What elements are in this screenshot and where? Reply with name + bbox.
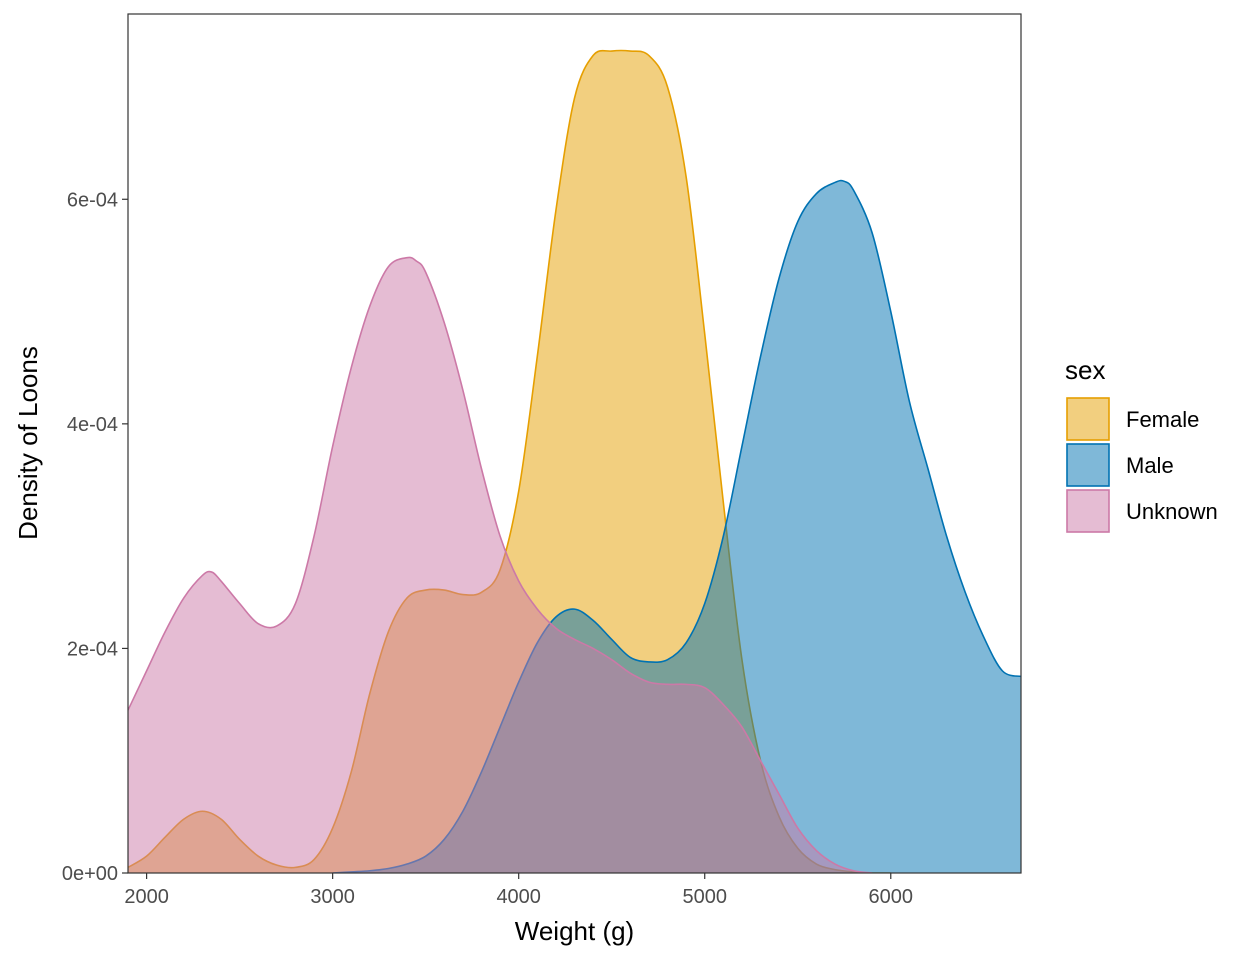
y-axis-title: Density of Loons — [13, 346, 43, 540]
y-tick-label: 6e-04 — [67, 189, 118, 211]
y-tick-label: 4e-04 — [67, 414, 118, 436]
legend-key-female — [1066, 397, 1110, 441]
legend-key-unknown — [1066, 489, 1110, 533]
plot-panel-border — [127, 13, 1022, 874]
x-tick-label: 6000 — [869, 886, 914, 908]
legend-label-male: Male — [1126, 453, 1174, 478]
density-line-unknown — [128, 256, 873, 873]
x-axis-ticks: 2000 3000 4000 5000 6000 — [124, 873, 913, 908]
legend-label-unknown: Unknown — [1126, 499, 1218, 524]
legend: sex Female Male Unknown — [1065, 355, 1218, 533]
density-area-unknown — [128, 257, 873, 873]
y-tick-label: 0e+00 — [62, 863, 118, 885]
legend-title: sex — [1065, 355, 1105, 385]
density-areas — [128, 49, 1021, 873]
x-tick-label: 2000 — [124, 886, 169, 908]
x-tick-label: 4000 — [496, 886, 541, 908]
legend-key-male — [1066, 443, 1110, 487]
y-tick-label: 2e-04 — [67, 638, 118, 660]
x-tick-label: 5000 — [682, 886, 727, 908]
x-tick-label: 3000 — [310, 886, 355, 908]
legend-label-female: Female — [1126, 407, 1199, 432]
y-axis-ticks: 0e+00 2e-04 4e-04 6e-04 — [62, 189, 128, 885]
x-axis-title: Weight (g) — [515, 916, 634, 946]
density-area-male — [332, 180, 1021, 873]
